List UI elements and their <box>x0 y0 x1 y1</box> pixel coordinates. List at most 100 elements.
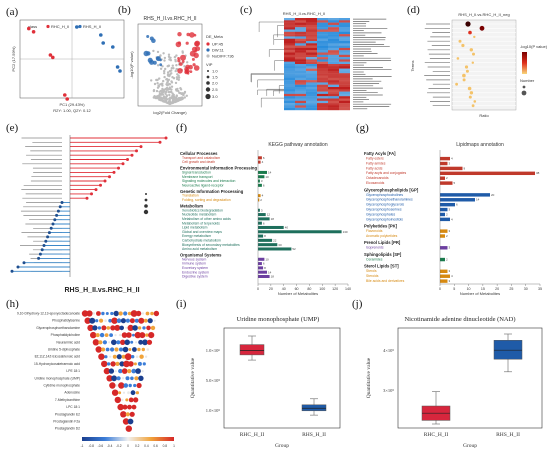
correlation-row-label: Prostaglandin E2 <box>55 412 80 416</box>
heatmap-cell <box>328 98 339 101</box>
category-label: Immune system <box>182 262 206 266</box>
bar-value: 2 <box>446 234 448 238</box>
volcano-point-nodiff <box>182 93 185 97</box>
volcano-point-nodiff <box>175 89 178 92</box>
heatmap-cell <box>339 93 350 97</box>
volcano-point-nodiff <box>163 56 167 60</box>
enrichment-dot <box>468 30 472 35</box>
x-tick-label: 120 <box>332 287 338 291</box>
heatmap-cell <box>284 100 295 104</box>
pca-point <box>63 93 67 97</box>
correlation-circle <box>81 310 89 317</box>
heatmap-title: RHS_H_II.vs.RHC_H_II <box>283 11 325 16</box>
heatmap-cell <box>339 24 350 28</box>
correlation-circle <box>96 311 101 316</box>
heatmap-cell <box>317 107 328 111</box>
correlation-circle <box>105 347 110 352</box>
volcano-point-nodiff <box>166 71 170 74</box>
heatmap-cell <box>284 82 295 85</box>
bar <box>258 213 266 217</box>
correlation-circle <box>87 324 94 332</box>
volcano-point-nodiff <box>169 87 172 91</box>
pca-legend-rhs: RHS_H_II <box>83 24 101 29</box>
category-label: Signal transduction <box>182 171 211 175</box>
heatmap-cell <box>328 38 339 42</box>
bar-value: 40 <box>285 226 289 230</box>
lollipop-head <box>158 140 162 144</box>
heatmap-cell <box>306 18 317 21</box>
lollipop-head <box>139 145 143 149</box>
heatmap-cell <box>284 59 295 62</box>
correlation-circle <box>116 354 122 360</box>
bar <box>440 257 445 262</box>
heatmap-cell <box>317 96 328 99</box>
bar <box>258 243 278 247</box>
heatmap-cell <box>295 103 306 106</box>
volcano-point-nodiff <box>175 95 178 98</box>
heatmap-cell <box>284 77 295 81</box>
panel-g-lipidmaps: Lipidmaps annotation Fatty Acyls [FA] Fat… <box>360 138 550 298</box>
pca-point <box>115 65 120 69</box>
bar <box>258 217 270 221</box>
enrichment-ylabel: Terms <box>410 61 415 72</box>
category-label: Endocrine system <box>182 270 209 274</box>
heatmap-cell <box>339 87 350 90</box>
heatmap-cell <box>306 50 317 53</box>
heatmap-cell <box>328 87 339 90</box>
correlation-circle <box>141 347 145 352</box>
lollipop-head <box>99 183 102 187</box>
heatmap-cell <box>339 43 350 46</box>
lollipop-head <box>56 209 60 213</box>
heatmap-cell <box>317 57 328 60</box>
heatmap-cell <box>339 57 350 60</box>
category-label: Transport and catabolism <box>182 156 220 160</box>
pca-ylabel: PC2 (17.59%) <box>11 46 16 72</box>
bar <box>440 176 445 180</box>
heatmap-cell <box>306 105 317 108</box>
correlation-circle <box>125 376 130 381</box>
lollipop-head <box>112 170 116 174</box>
group-header: Genetic Information Processing <box>180 189 244 194</box>
bar <box>440 229 448 233</box>
correlation-circle <box>122 418 130 425</box>
nad-group-1: RHC_H_II <box>424 432 449 438</box>
volcano-point-up <box>194 41 200 47</box>
heatmap-cell <box>306 70 317 74</box>
group-header: Fatty Acyls [FA] <box>364 151 396 156</box>
volcano-point-nodiff <box>174 81 178 85</box>
correlation-circle <box>114 370 117 373</box>
heatmap-cell <box>317 22 328 26</box>
volcano-point-nodiff <box>183 96 186 99</box>
correlation-circle <box>131 355 135 359</box>
volcano-legend-nodiff-dot <box>206 54 210 58</box>
bar <box>258 230 342 234</box>
heatmap-cell <box>306 47 317 51</box>
heatmap-cell <box>317 91 328 95</box>
bar <box>258 266 264 270</box>
heatmap-cell <box>339 61 350 65</box>
heatmap-cell <box>339 73 350 76</box>
heatmap-cell <box>339 47 350 51</box>
enrichment-frame <box>451 19 517 111</box>
category-label: Excretory system <box>182 266 208 270</box>
correlation-circle <box>144 355 148 358</box>
volcano-point-nodiff <box>177 74 180 77</box>
correlation-circle <box>130 310 138 317</box>
category-label: Glycerophosphoserines <box>366 207 402 211</box>
group-header: Environmental Information Processing <box>180 166 257 171</box>
heatmap-cell <box>317 59 328 62</box>
heatmap-cell <box>306 68 317 72</box>
x-tick-label: 20 <box>495 287 499 291</box>
volcano-point-nodiff <box>164 92 167 96</box>
volcano-point-nodiff <box>172 67 175 70</box>
nad-group-2: RHS_H_II <box>496 432 520 438</box>
enrichment-dot <box>458 39 462 43</box>
vip-label-5: 3.0 <box>212 94 218 99</box>
x-tick-label: 5 <box>453 287 455 291</box>
enrichment-dot <box>471 104 475 108</box>
volcano-point-nodiff <box>163 72 166 75</box>
heatmap-cell <box>328 29 339 32</box>
heatmap-cell <box>328 66 339 69</box>
correlation-circle <box>125 398 129 402</box>
correlation-circle <box>143 318 148 323</box>
